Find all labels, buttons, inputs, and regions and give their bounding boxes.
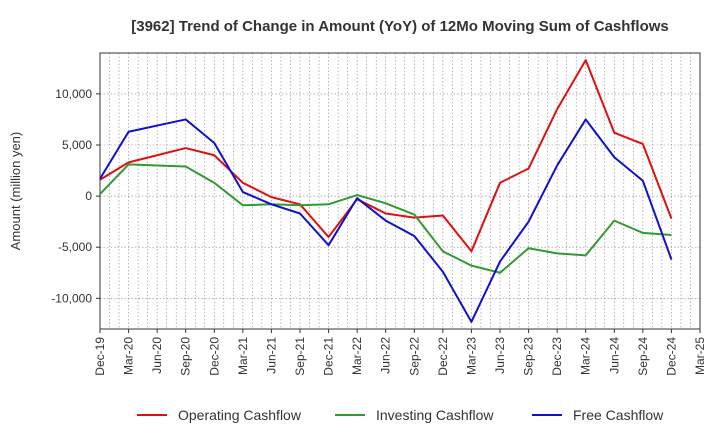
x-tick-label: Mar-25 bbox=[693, 337, 707, 375]
x-tick-label: Dec-21 bbox=[322, 337, 336, 376]
y-axis-label: Amount (million yen) bbox=[8, 132, 23, 251]
x-tick-label: Dec-23 bbox=[550, 337, 564, 376]
x-tick-label: Mar-20 bbox=[122, 337, 136, 375]
y-tick-label: -5,000 bbox=[58, 240, 92, 254]
x-tick-label: Sep-23 bbox=[522, 337, 536, 376]
x-tick-label: Mar-22 bbox=[350, 337, 364, 375]
y-tick-label: -10,000 bbox=[51, 291, 92, 305]
x-tick-label: Jun-20 bbox=[150, 337, 164, 374]
legend-label-operating-cashflow: Operating Cashflow bbox=[178, 407, 302, 423]
x-tick-label: Dec-22 bbox=[436, 337, 450, 376]
x-tick-label: Jun-23 bbox=[493, 337, 507, 374]
grid bbox=[100, 53, 700, 329]
series-line-free-cashflow bbox=[99, 118, 673, 323]
y-tick-label: 10,000 bbox=[55, 87, 92, 101]
y-axis: -10,000 -5,000 0 5,000 10,000 bbox=[51, 87, 100, 305]
x-tick-label: Sep-22 bbox=[407, 337, 421, 376]
x-tick-label: Jun-21 bbox=[264, 337, 278, 374]
y-tick-label: 5,000 bbox=[62, 138, 92, 152]
x-tick-label: Sep-24 bbox=[636, 337, 650, 376]
legend-label-free-cashflow: Free Cashflow bbox=[573, 407, 664, 423]
x-tick-label: Jun-22 bbox=[379, 337, 393, 374]
legend: Operating Cashflow Investing Cashflow Free… bbox=[137, 407, 664, 423]
series-line-operating-cashflow bbox=[99, 59, 673, 253]
legend-label-investing-cashflow: Investing Cashflow bbox=[376, 407, 494, 423]
x-axis: Dec-19 Mar-20 Jun-20 Sep-20 Dec-20 Mar-21 Jun-… bbox=[93, 329, 707, 376]
x-tick-label: Mar-24 bbox=[579, 337, 593, 375]
chart-title: [3962] Trend of Change in Amount (YoY) o… bbox=[131, 18, 669, 35]
x-tick-label: Sep-20 bbox=[179, 337, 193, 376]
x-tick-label: Jun-24 bbox=[607, 337, 621, 374]
series-line-investing-cashflow bbox=[99, 163, 672, 274]
x-tick-label: Mar-21 bbox=[236, 337, 250, 375]
x-tick-label: Dec-24 bbox=[664, 337, 678, 376]
x-tick-label: Mar-23 bbox=[464, 337, 478, 375]
x-tick-label: Dec-20 bbox=[207, 337, 221, 376]
x-tick-label: Sep-21 bbox=[293, 337, 307, 376]
y-tick-label: 0 bbox=[85, 189, 92, 203]
x-tick-label: Dec-19 bbox=[93, 337, 107, 376]
plot-frame bbox=[99, 52, 701, 330]
series-lines bbox=[99, 59, 673, 323]
